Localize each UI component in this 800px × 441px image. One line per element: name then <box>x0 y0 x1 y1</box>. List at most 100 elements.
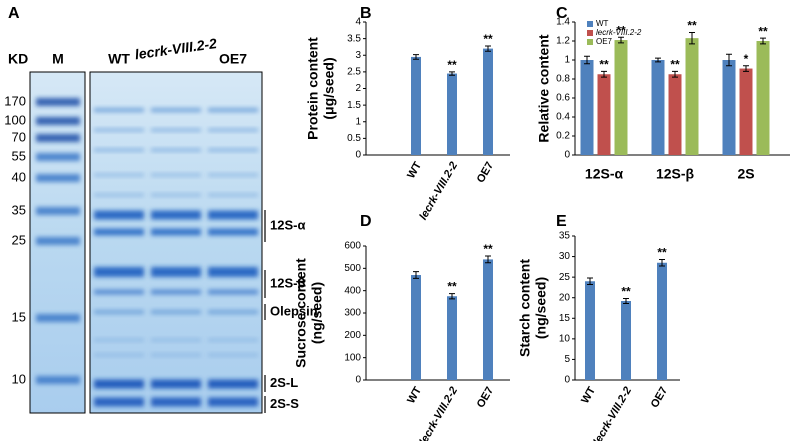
error-bar <box>584 55 590 65</box>
significance-label: ** <box>687 19 697 33</box>
y-axis-label: (μg/seed) <box>321 57 337 119</box>
y-tick-label: 4 <box>355 17 361 28</box>
y-tick-label: 25 <box>559 272 571 283</box>
y-axis-label: (ng/seed) <box>309 282 325 344</box>
bar <box>411 56 421 155</box>
significance-label: ** <box>621 285 631 299</box>
bar <box>447 296 457 380</box>
sample-band <box>94 353 144 357</box>
x-tick-label: lecrk-VIII.2-2 <box>417 160 460 222</box>
sample-band <box>94 289 144 295</box>
sample-band <box>94 310 144 314</box>
significance-label: ** <box>599 58 609 72</box>
error-bar <box>726 53 732 67</box>
x-tick-label: WT <box>579 385 598 406</box>
sample-band <box>94 267 144 277</box>
sample-band <box>208 267 258 277</box>
band-label: 12S-β <box>270 275 305 290</box>
x-tick-label: WT <box>405 385 424 406</box>
sample-band <box>94 397 144 407</box>
sample-band <box>151 353 201 357</box>
bar <box>411 275 421 380</box>
x-tick-label: 12S-β <box>656 166 695 182</box>
panel-letter: C <box>556 5 568 22</box>
error-bar <box>449 71 455 76</box>
y-tick-label: 2.5 <box>347 67 361 78</box>
marker-label: 40 <box>12 169 26 184</box>
y-tick-label: 0.4 <box>556 112 570 123</box>
y-tick-label: 1 <box>564 55 570 66</box>
bar <box>722 60 736 155</box>
marker-label: 10 <box>12 371 26 386</box>
y-tick-label: 3 <box>355 50 361 61</box>
sample-band <box>94 173 144 177</box>
y-tick-label: 10 <box>559 333 571 344</box>
sample-band <box>151 108 201 112</box>
sample-band <box>151 397 201 407</box>
y-tick-label: 300 <box>344 308 361 319</box>
error-bar <box>623 298 629 304</box>
y-tick-label: 20 <box>559 292 571 303</box>
y-axis-label: Protein content <box>305 37 321 140</box>
error-bar <box>655 57 661 63</box>
x-tick-label: OE7 <box>475 385 496 410</box>
y-tick-label: 1 <box>355 116 361 127</box>
sample-band <box>151 128 201 132</box>
error-bar <box>601 70 607 78</box>
sample-band <box>94 128 144 132</box>
sample-band <box>151 148 201 152</box>
error-bar <box>485 255 491 264</box>
marker-band <box>36 174 80 182</box>
legend-label: lecrk-VIII.2-2 <box>596 28 642 37</box>
marker-band <box>36 314 80 322</box>
gel-panel: A KD M WT lecrk-VIII.2-2 OE7 170 100 70 55 40 35 25 1… <box>4 5 318 414</box>
error-bar <box>672 70 678 78</box>
marker-band <box>36 237 80 245</box>
bar <box>756 41 770 155</box>
bar <box>651 60 665 155</box>
bar <box>483 259 493 380</box>
y-axis-label: Sucrose content <box>293 258 309 368</box>
marker-band <box>36 134 80 142</box>
unit-label: KD <box>8 51 28 67</box>
sample-band <box>208 353 258 357</box>
band-label: 2S-S <box>270 396 299 411</box>
error-bar <box>413 54 419 60</box>
panel-letter: D <box>360 213 372 230</box>
significance-label: ** <box>483 242 493 256</box>
marker-band <box>36 207 80 215</box>
y-tick-label: 0.5 <box>347 133 361 144</box>
x-tick-label: lecrk-VIII.2-2 <box>417 385 460 441</box>
sample-band <box>94 193 144 197</box>
lane-label: OE7 <box>219 51 247 67</box>
y-tick-label: 3.5 <box>347 33 361 44</box>
sample-band <box>151 173 201 177</box>
error-bar <box>587 277 593 286</box>
sample-band <box>151 379 201 389</box>
significance-label: ** <box>447 280 457 294</box>
y-tick-label: 0 <box>564 375 570 386</box>
panel-letter: A <box>8 5 20 22</box>
bar <box>597 74 611 155</box>
sample-band <box>208 108 258 112</box>
bar <box>739 68 753 155</box>
marker-label: 35 <box>12 202 26 217</box>
sample-band <box>94 379 144 389</box>
y-tick-label: 35 <box>559 231 571 242</box>
lane-label: M <box>52 51 64 67</box>
error-bar <box>659 258 665 267</box>
y-tick-label: 0.8 <box>556 74 570 85</box>
significance-label: ** <box>616 23 626 37</box>
y-tick-label: 600 <box>344 241 361 252</box>
sample-band <box>94 108 144 112</box>
marker-band <box>36 153 80 161</box>
error-bar <box>413 271 419 279</box>
error-bar <box>449 293 455 300</box>
sample-band <box>208 173 258 177</box>
y-tick-label: 1.5 <box>347 100 361 111</box>
sample-band <box>208 128 258 132</box>
sample-band <box>208 193 258 197</box>
significance-label: ** <box>758 24 768 38</box>
x-tick-label: 2S <box>737 166 754 182</box>
marker-label: 25 <box>12 232 26 247</box>
